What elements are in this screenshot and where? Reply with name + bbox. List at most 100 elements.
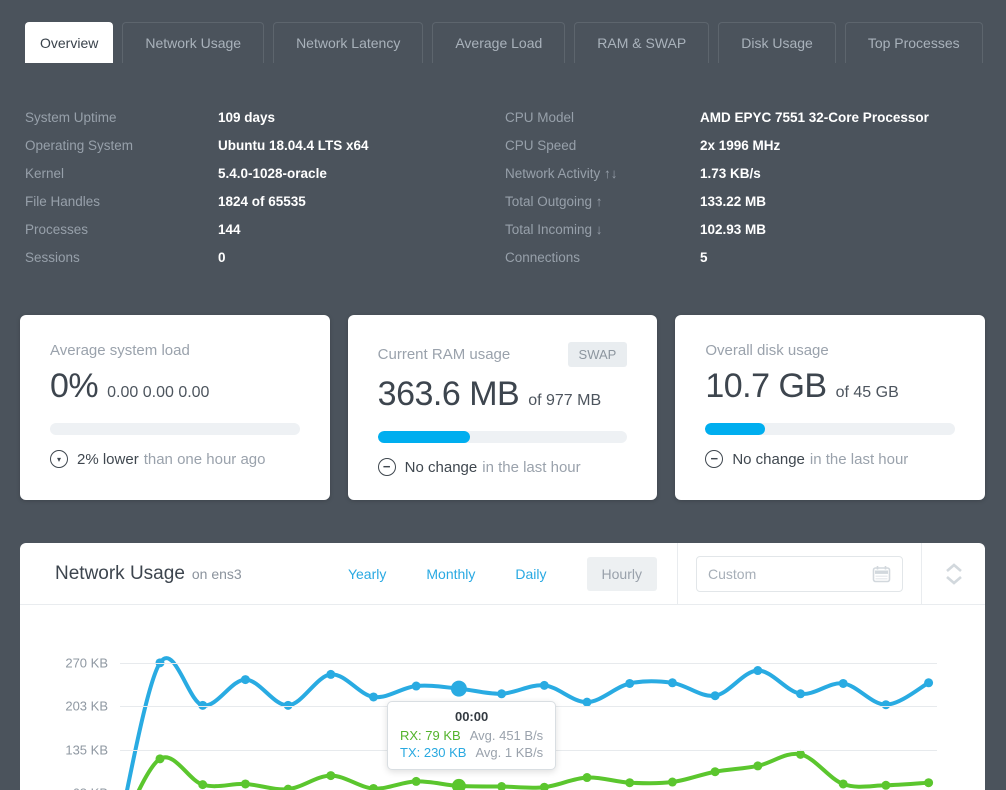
calendar-icon bbox=[872, 565, 891, 582]
data-point-tx bbox=[539, 680, 549, 690]
data-point-rx bbox=[497, 782, 507, 790]
info-label: System Uptime bbox=[25, 109, 117, 125]
tooltip-row: RX: 79 KB Avg. 451 B/s bbox=[400, 727, 543, 744]
minus-circle-icon: − bbox=[377, 458, 396, 476]
tab-average-load[interactable]: Average Load bbox=[432, 22, 566, 63]
tooltip-series-avg: Avg. 451 B/s bbox=[469, 728, 544, 743]
info-value: 1.73 KB/s bbox=[700, 165, 761, 181]
progress-bar bbox=[50, 423, 300, 435]
info-row: Kernel 5.4.0-1028-oracle bbox=[25, 159, 505, 187]
info-value: 2x 1996 MHz bbox=[700, 137, 781, 153]
tab-bar: Overview Network Usage Network Latency A… bbox=[0, 0, 1006, 63]
chart-tooltip: 00:00 RX: 79 KB Avg. 451 B/s TX: 230 KB Avg… bbox=[387, 701, 557, 770]
header-divider bbox=[921, 543, 922, 604]
info-label: Total Incoming ↓ bbox=[505, 221, 603, 237]
y-axis-tick: 203 KB bbox=[65, 698, 108, 714]
tab-label: Top Processes bbox=[867, 35, 960, 51]
system-info-section: System Uptime 109 days Operating System … bbox=[0, 63, 1006, 271]
header-divider bbox=[677, 543, 678, 604]
network-panel-header: Network Usage on ens3 Yearly Monthly Daily… bbox=[20, 543, 985, 605]
custom-date-range[interactable] bbox=[696, 555, 903, 592]
data-point-rx bbox=[881, 780, 891, 790]
data-point-rx bbox=[924, 778, 934, 788]
card-value: 363.6 MB bbox=[377, 375, 520, 413]
tab-ram-swap[interactable]: RAM & SWAP bbox=[574, 22, 710, 63]
range-monthly[interactable]: Monthly bbox=[426, 565, 476, 582]
tab-network-usage[interactable]: Network Usage bbox=[122, 22, 265, 63]
data-point-tx bbox=[155, 658, 165, 668]
progress-fill bbox=[705, 423, 766, 435]
data-point-tx bbox=[240, 675, 250, 685]
data-point-rx bbox=[796, 749, 805, 759]
chart-canvas bbox=[125, 656, 934, 790]
info-row: Total Incoming ↓ 102.93 MB bbox=[505, 215, 985, 243]
system-info-right-column: CPU Model AMD EPYC 7551 32-Core Processo… bbox=[505, 103, 985, 271]
tooltip-row: TX: 230 KB Avg. 1 KB/s bbox=[400, 744, 543, 761]
data-point-rx bbox=[240, 779, 250, 789]
tooltip-series-value: TX: 230 KB bbox=[400, 745, 467, 760]
tab-label: Network Latency bbox=[296, 35, 401, 51]
progress-fill bbox=[377, 431, 471, 443]
data-point-tx bbox=[411, 681, 421, 691]
card-value-suffix: 0.00 0.00 0.00 bbox=[107, 384, 210, 401]
info-label: CPU Speed bbox=[505, 137, 577, 153]
data-point-rx bbox=[326, 771, 336, 781]
info-row: System Uptime 109 days bbox=[25, 103, 505, 131]
card-title: Average system load bbox=[50, 342, 190, 359]
network-chart[interactable]: 00:00 RX: 79 KB Avg. 451 B/s TX: 230 KB Avg… bbox=[20, 605, 985, 790]
progress-bar bbox=[705, 423, 956, 435]
tab-label: Average Load bbox=[455, 35, 543, 51]
summary-card: Overall disk usage 10.7 GB of 45 GB − No… bbox=[675, 315, 986, 500]
info-value: AMD EPYC 7551 32-Core Processor bbox=[700, 109, 929, 125]
range-hourly[interactable]: Hourly bbox=[586, 556, 657, 591]
range-yearly[interactable]: Yearly bbox=[347, 565, 387, 582]
info-label: Total Outgoing ↑ bbox=[505, 193, 603, 209]
info-value: 133.22 MB bbox=[700, 193, 767, 209]
change-text: No change bbox=[732, 450, 805, 468]
tab-label: Network Usage bbox=[145, 35, 242, 51]
data-point-rx bbox=[198, 780, 208, 790]
tab-disk-usage[interactable]: Disk Usage bbox=[718, 22, 836, 63]
info-row: CPU Speed 2x 1996 MHz bbox=[505, 131, 985, 159]
data-point-tx bbox=[710, 691, 720, 701]
data-point-rx bbox=[753, 761, 763, 771]
tab-top-processes[interactable]: Top Processes bbox=[844, 22, 983, 63]
tab-network-latency[interactable]: Network Latency bbox=[273, 22, 424, 63]
data-point-tx bbox=[582, 697, 592, 707]
change-subtext: than one hour ago bbox=[143, 450, 266, 468]
custom-date-input[interactable] bbox=[708, 565, 848, 582]
chevron-up-down-icon bbox=[945, 562, 962, 585]
gridline bbox=[120, 663, 937, 664]
tab-overview[interactable]: Overview bbox=[25, 22, 114, 63]
card-value: 10.7 GB bbox=[705, 367, 827, 405]
info-value: Ubuntu 18.04.4 LTS x64 bbox=[218, 137, 369, 153]
data-point-rx bbox=[667, 777, 677, 787]
progress-bar bbox=[377, 431, 628, 443]
info-row: CPU Model AMD EPYC 7551 32-Core Processo… bbox=[505, 103, 985, 131]
info-label: Network Activity ↑↓ bbox=[505, 165, 618, 181]
range-daily[interactable]: Daily bbox=[515, 565, 547, 582]
info-row: Connections 5 bbox=[505, 243, 985, 271]
data-point-rx bbox=[539, 782, 549, 790]
swap-badge[interactable]: SWAP bbox=[567, 342, 628, 367]
data-point-tx bbox=[497, 689, 507, 699]
system-info-left-column: System Uptime 109 days Operating System … bbox=[25, 103, 505, 271]
tab-label: RAM & SWAP bbox=[597, 35, 687, 51]
change-text: No change bbox=[404, 458, 478, 476]
change-subtext: in the last hour bbox=[809, 450, 909, 468]
tooltip-time: 00:00 bbox=[454, 709, 489, 724]
data-point-rx bbox=[710, 767, 720, 777]
change-text: 2% lower bbox=[77, 450, 139, 468]
data-point-tx bbox=[198, 700, 208, 710]
card-title: Overall disk usage bbox=[705, 342, 829, 359]
panel-subtitle: on ens3 bbox=[191, 565, 242, 582]
tooltip-series-value: RX: 79 KB bbox=[400, 728, 461, 743]
collapse-toggle[interactable] bbox=[922, 562, 985, 586]
data-point-rx bbox=[451, 778, 466, 790]
change-subtext: in the last hour bbox=[482, 458, 581, 476]
data-point-tx bbox=[326, 669, 336, 679]
data-point-tx bbox=[881, 700, 891, 710]
info-label: CPU Model bbox=[505, 109, 575, 125]
info-value: 5 bbox=[700, 249, 708, 265]
info-value: 0 bbox=[218, 249, 226, 265]
